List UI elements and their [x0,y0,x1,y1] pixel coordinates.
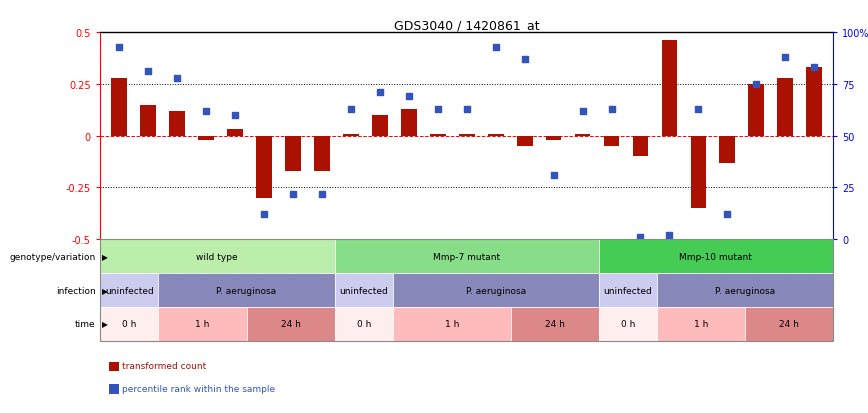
Point [344,106,358,113]
Point [257,211,271,218]
Point [199,108,213,115]
Bar [691,136,707,209]
Text: 0 h: 0 h [621,320,635,329]
Point [315,191,329,197]
Bar [720,136,735,163]
Bar [458,134,475,136]
Point [517,57,531,63]
Point [807,65,821,71]
Text: 0 h: 0 h [122,320,136,329]
Text: genotype/variation: genotype/variation [10,252,95,261]
Bar [603,136,620,147]
Point [170,75,184,82]
Point [749,81,763,88]
Title: GDS3040 / 1420861_at: GDS3040 / 1420861_at [394,19,539,32]
Text: uninfected: uninfected [603,286,652,295]
Text: 24 h: 24 h [280,320,300,329]
Point [720,211,734,218]
Point [402,94,416,100]
Bar [748,85,765,136]
Text: ▶: ▶ [102,286,108,295]
Point [604,106,618,113]
Text: percentile rank within the sample: percentile rank within the sample [122,384,275,393]
Bar [313,136,330,171]
Point [141,69,155,76]
Text: 1 h: 1 h [195,320,210,329]
Text: Mmp-7 mutant: Mmp-7 mutant [433,252,500,261]
Bar [488,134,503,136]
Bar [401,109,417,136]
Text: Mmp-10 mutant: Mmp-10 mutant [680,252,753,261]
Point [227,112,241,119]
Bar [285,136,300,171]
Point [692,106,706,113]
Text: 0 h: 0 h [357,320,371,329]
Bar [343,134,358,136]
Bar [140,105,155,136]
Point [112,44,126,51]
Point [634,234,648,241]
Bar [661,41,677,136]
Text: P. aeruginosa: P. aeruginosa [216,286,277,295]
Point [779,55,792,61]
Bar [633,136,648,157]
Bar [227,130,242,136]
Bar [575,134,590,136]
Bar [778,78,793,136]
Bar [430,134,445,136]
Text: 24 h: 24 h [544,320,564,329]
Bar [111,78,127,136]
Point [431,106,444,113]
Text: transformed count: transformed count [122,361,207,370]
Bar [168,112,185,136]
Point [575,108,589,115]
Text: wild type: wild type [196,252,238,261]
Bar [256,136,272,198]
Point [372,90,386,96]
Point [547,172,561,179]
Text: uninfected: uninfected [105,286,154,295]
Text: P. aeruginosa: P. aeruginosa [715,286,775,295]
Text: time: time [75,320,95,329]
Text: infection: infection [56,286,95,295]
Point [662,232,676,239]
Point [460,106,474,113]
Text: uninfected: uninfected [339,286,388,295]
Bar [806,68,822,136]
Text: ▶: ▶ [102,320,108,329]
Bar [372,116,387,136]
Bar [516,136,532,147]
Point [286,191,299,197]
Text: 24 h: 24 h [779,320,799,329]
Bar [198,136,214,140]
Text: 1 h: 1 h [444,320,459,329]
Text: ▶: ▶ [102,252,108,261]
Point [489,44,503,51]
Text: 1 h: 1 h [694,320,708,329]
Text: P. aeruginosa: P. aeruginosa [466,286,526,295]
Bar [546,136,562,140]
